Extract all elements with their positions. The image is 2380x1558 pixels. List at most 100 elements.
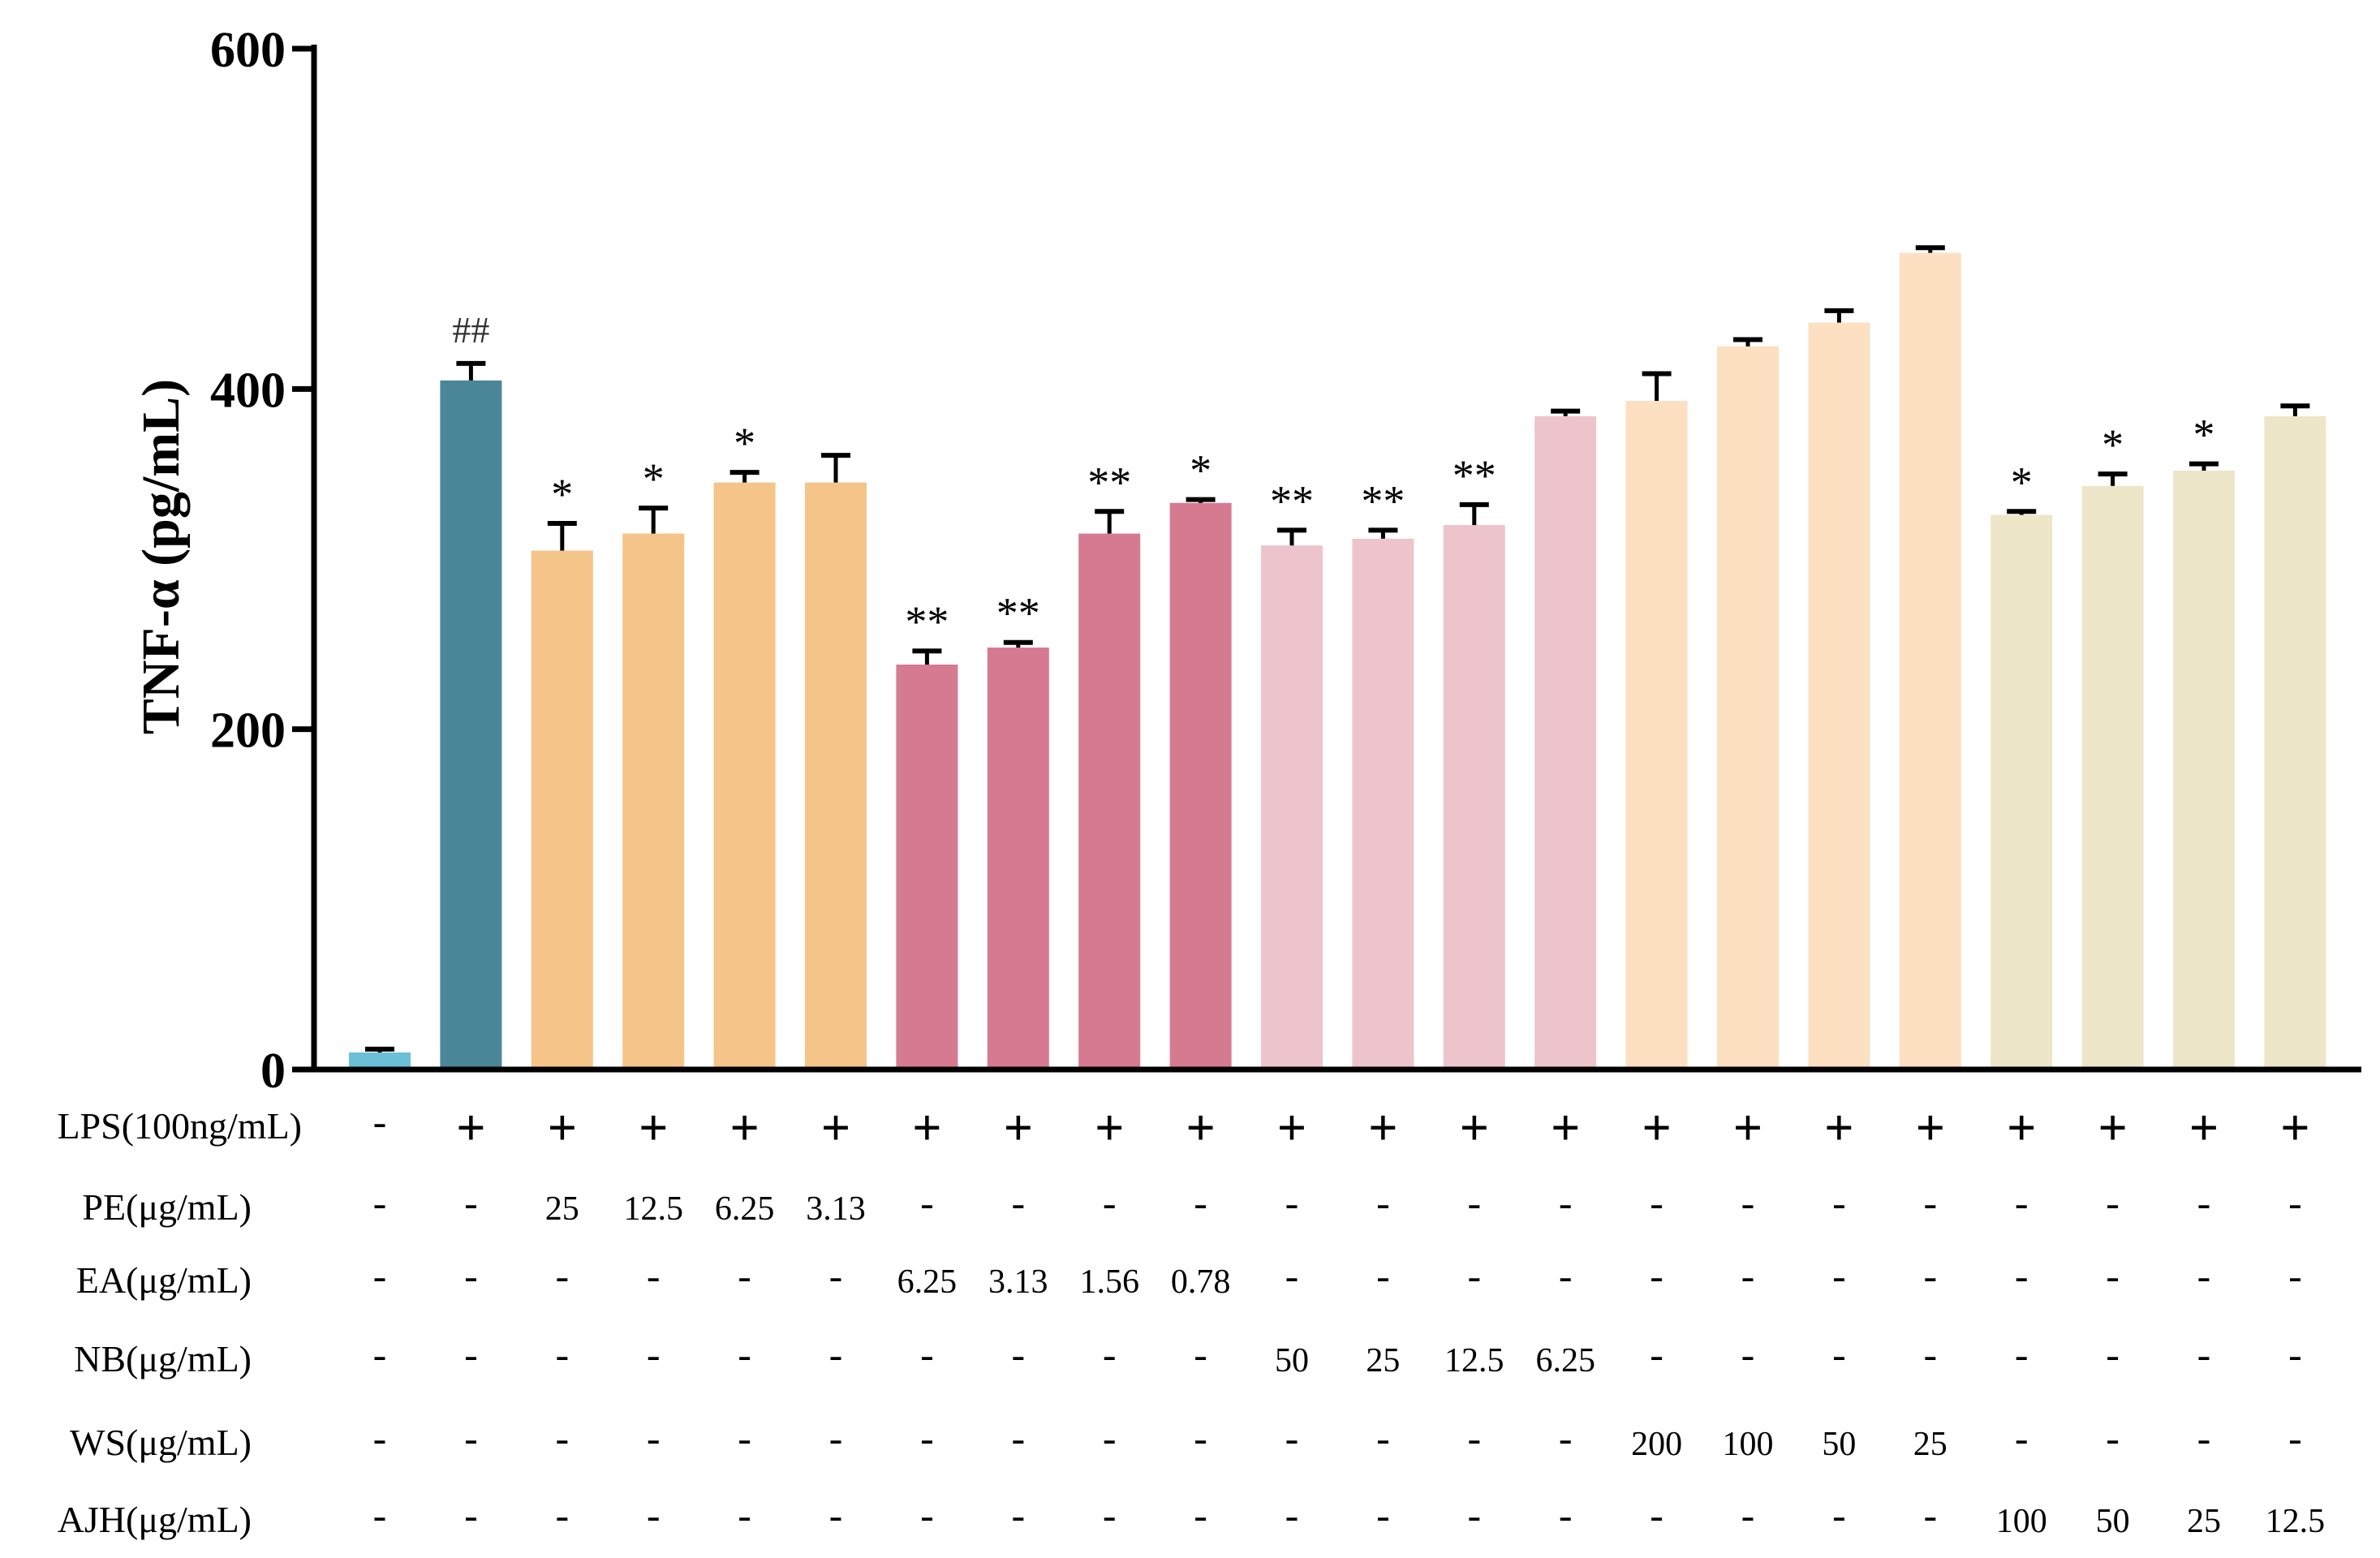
row-2-cell-19: - (2015, 1180, 2029, 1225)
row-2-cell-13: - (1467, 1180, 1481, 1225)
row-5-cell-10: - (1194, 1415, 1207, 1461)
y-tick-label: 200 (210, 704, 286, 759)
row-4-cell-7: - (920, 1332, 934, 1377)
bar-20 (2081, 485, 2144, 1070)
row-3-cell-2: - (464, 1253, 478, 1298)
row-3-cell-11: - (1285, 1253, 1299, 1298)
row-4-cell-22: - (2288, 1332, 2302, 1377)
row-4-cell-19: - (2015, 1332, 2029, 1377)
row-4-cell-16: - (1741, 1332, 1755, 1377)
bar-13 (1443, 525, 1505, 1070)
row-1-cell-12: + (1368, 1099, 1397, 1156)
significance-label-8: ** (996, 589, 1040, 638)
row-1-cell-9: + (1095, 1099, 1124, 1156)
y-tick-label: 0 (260, 1044, 286, 1099)
row-2-cell-5: 6.25 (715, 1190, 775, 1228)
row-1-cell-10: + (1186, 1099, 1215, 1156)
bar-16 (1717, 346, 1779, 1070)
row-6-cell-17: - (1832, 1492, 1846, 1538)
row-5-cell-5: - (738, 1415, 751, 1461)
row-label-4: NB(μg/mL) (74, 1338, 252, 1379)
row-6-cell-18: - (1923, 1492, 1937, 1538)
row-label-3: EA(μg/mL) (76, 1259, 252, 1301)
row-1-cell-14: + (1551, 1099, 1580, 1156)
row-4-cell-5: - (738, 1332, 751, 1377)
bar-12 (1352, 538, 1414, 1070)
row-2-cell-10: - (1194, 1180, 1207, 1225)
row-2-cell-9: - (1103, 1180, 1117, 1225)
row-3-cell-16: - (1741, 1253, 1755, 1298)
row-2-cell-3: 25 (545, 1190, 579, 1228)
significance-label-19: * (2011, 458, 2033, 506)
bar-11 (1261, 545, 1323, 1070)
significance-label-11: ** (1270, 476, 1314, 525)
row-3-cell-9: 1.56 (1079, 1263, 1139, 1301)
row-4-cell-9: - (1103, 1332, 1117, 1377)
bar-14 (1534, 415, 1597, 1070)
row-3-cell-3: - (555, 1253, 569, 1298)
row-6-cell-4: - (647, 1492, 661, 1538)
significance-label-7: ** (905, 597, 949, 646)
row-1-cell-22: + (2280, 1099, 2309, 1156)
row-2-cell-20: - (2106, 1180, 2120, 1225)
y-tick-label: 600 (210, 23, 286, 78)
row-5-cell-12: - (1376, 1415, 1390, 1461)
row-6-cell-3: - (555, 1492, 569, 1538)
row-1-cell-2: + (456, 1099, 485, 1156)
row-3-cell-10: 0.78 (1171, 1263, 1231, 1301)
row-5-cell-8: - (1011, 1415, 1025, 1461)
row-6-cell-7: - (920, 1492, 934, 1538)
row-label-1: LPS(100ng/mL) (57, 1105, 302, 1147)
row-6-cell-16: - (1741, 1492, 1755, 1538)
row-5-cell-22: - (2288, 1415, 2302, 1461)
row-5-cell-13: - (1467, 1415, 1481, 1461)
row-2-cell-11: - (1285, 1180, 1299, 1225)
bar-15 (1625, 401, 1688, 1070)
row-4-cell-13: 12.5 (1444, 1342, 1504, 1379)
significance-label-3: * (551, 470, 573, 519)
bar-21 (2173, 470, 2235, 1070)
significance-label-20: * (2102, 420, 2124, 469)
row-2-cell-2: - (464, 1180, 478, 1225)
significance-label-2: ## (452, 309, 489, 351)
row-2-cell-1: - (373, 1180, 387, 1225)
row-4-cell-17: - (1832, 1332, 1846, 1377)
row-5-cell-19: - (2015, 1415, 2029, 1461)
row-6-cell-12: - (1376, 1492, 1390, 1538)
significance-label-21: * (2193, 411, 2215, 459)
bar-4 (622, 533, 685, 1070)
row-4-cell-6: - (829, 1332, 843, 1377)
row-2-cell-4: 12.5 (623, 1190, 683, 1228)
row-label-6: AJH(μg/mL) (58, 1499, 252, 1540)
bar-2 (440, 380, 502, 1070)
chart-marks: ##* **** **** *** **** ** * (349, 245, 2326, 1070)
row-1-cell-4: + (639, 1099, 668, 1156)
row-3-cell-8: 3.13 (988, 1263, 1048, 1301)
bar-22 (2264, 415, 2326, 1070)
row-4-cell-3: - (555, 1332, 569, 1377)
bar-19 (1991, 514, 2053, 1070)
bar-1 (349, 1052, 411, 1070)
row-1-cell-1: - (373, 1099, 387, 1144)
row-6-cell-13: - (1467, 1492, 1481, 1538)
row-2-cell-16: - (1741, 1180, 1755, 1225)
bar-10 (1169, 502, 1232, 1070)
row-1-cell-20: + (2098, 1099, 2127, 1156)
bar-5 (713, 482, 776, 1070)
row-6-cell-6: - (829, 1492, 843, 1538)
row-3-cell-14: - (1559, 1253, 1573, 1298)
row-2-cell-8: - (1011, 1180, 1025, 1225)
row-1-cell-7: + (912, 1099, 941, 1156)
row-5-cell-3: - (555, 1415, 569, 1461)
row-5-cell-1: - (373, 1415, 387, 1461)
row-2-cell-22: - (2288, 1180, 2302, 1225)
row-5-cell-6: - (829, 1415, 843, 1461)
row-4-cell-14: 6.25 (1535, 1342, 1595, 1379)
row-3-cell-19: - (2015, 1253, 2029, 1298)
row-6-cell-8: - (1011, 1492, 1025, 1538)
row-1-cell-17: + (1824, 1099, 1853, 1156)
y-axis: 0 200 400 600 (210, 23, 314, 1099)
bar-9 (1078, 533, 1141, 1070)
row-2-cell-18: - (1923, 1180, 1937, 1225)
bar-18 (1899, 252, 1961, 1070)
